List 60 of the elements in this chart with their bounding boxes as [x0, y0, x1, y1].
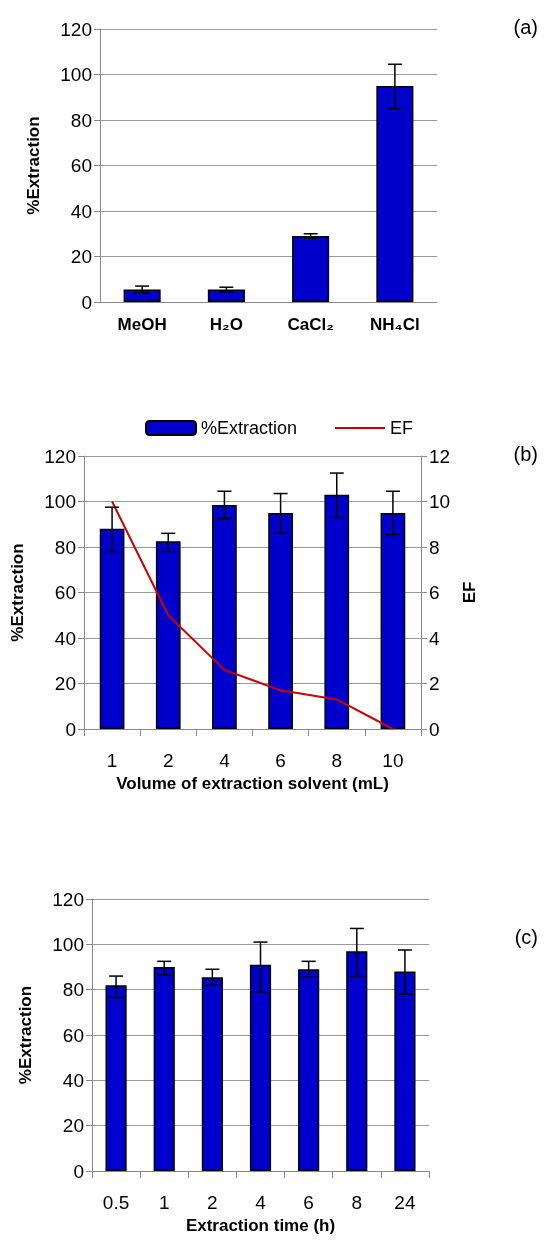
- y-tick-label: 20: [54, 673, 76, 694]
- y2-tick-label: 4: [429, 627, 440, 649]
- legend-label: %Extraction: [201, 418, 298, 438]
- bar: [292, 236, 330, 302]
- y2-tick-label: 6: [429, 582, 440, 603]
- x-tick-label: 1: [158, 1192, 170, 1213]
- x-tick-label: 2: [162, 750, 174, 771]
- y-tick-label: 60: [70, 155, 92, 176]
- x-tick-label: 4: [255, 1192, 267, 1213]
- x-tick-label: 8: [331, 750, 343, 771]
- x-tick-label: 6: [275, 750, 286, 771]
- y-tick-label: 20: [62, 1115, 84, 1137]
- y2-tick-label: 2: [429, 673, 440, 694]
- text: (a): [513, 16, 539, 38]
- y-axis-title: %Extraction: [16, 985, 35, 1085]
- legend-label: EF: [390, 418, 414, 438]
- x-tick-label: CaCl₂: [287, 315, 334, 334]
- y2-axis-title: EF: [460, 581, 480, 604]
- y-tick-label: 0: [73, 1160, 84, 1182]
- y-axis-title: %Extraction: [24, 116, 43, 215]
- x-tick-label: 6: [303, 1192, 314, 1213]
- x-tick-label: NH₄Cl: [370, 315, 420, 334]
- x-tick-label: 1: [106, 750, 118, 771]
- y-tick-label: 0: [65, 718, 76, 740]
- y-axis-title: %Extraction: [8, 543, 27, 642]
- y-tick-label: 120: [60, 18, 92, 40]
- y-tick-label: 0: [81, 291, 92, 313]
- text: (c): [514, 926, 539, 948]
- y-tick-label: 120: [52, 888, 84, 910]
- y-tick-label: 60: [62, 1024, 84, 1046]
- y-tick-label: 100: [52, 933, 84, 955]
- y-tick-label: 40: [70, 200, 92, 222]
- y2-tick-label: 10: [429, 491, 451, 512]
- y-tick-label: 80: [54, 536, 76, 558]
- text: (b): [513, 443, 539, 465]
- y-tick-label: 100: [60, 64, 92, 85]
- y-tick-label: 60: [54, 582, 76, 603]
- y-tick-label: 80: [70, 109, 92, 131]
- y-tick-label: 20: [70, 246, 92, 267]
- x-tick-label: 8: [351, 1192, 363, 1213]
- x-axis-title: Extraction time (h): [185, 1216, 336, 1235]
- y2-tick-label: 12: [429, 445, 451, 467]
- y2-tick-label: 8: [429, 536, 440, 558]
- x-tick-label: 2: [207, 1192, 218, 1213]
- bar: [123, 289, 161, 302]
- x-tick-label: H₂O: [209, 315, 243, 334]
- y-tick-label: 40: [54, 627, 76, 649]
- x-tick-label: MeOH: [117, 315, 167, 334]
- x-tick-label: 0.5: [102, 1192, 130, 1213]
- y-tick-label: 100: [44, 491, 76, 512]
- bar: [207, 289, 245, 302]
- x-tick-label: 10: [382, 750, 404, 771]
- y2-tick-label: 0: [429, 718, 440, 740]
- y-tick-label: 80: [62, 979, 84, 1001]
- x-axis-title: Volume of extraction solvent (mL): [116, 774, 389, 793]
- x-tick-label: 24: [394, 1192, 416, 1213]
- line-series: [111, 500, 394, 730]
- y-tick-label: 120: [44, 445, 76, 467]
- y-tick-label: 40: [62, 1069, 84, 1091]
- x-tick-label: 4: [219, 750, 231, 771]
